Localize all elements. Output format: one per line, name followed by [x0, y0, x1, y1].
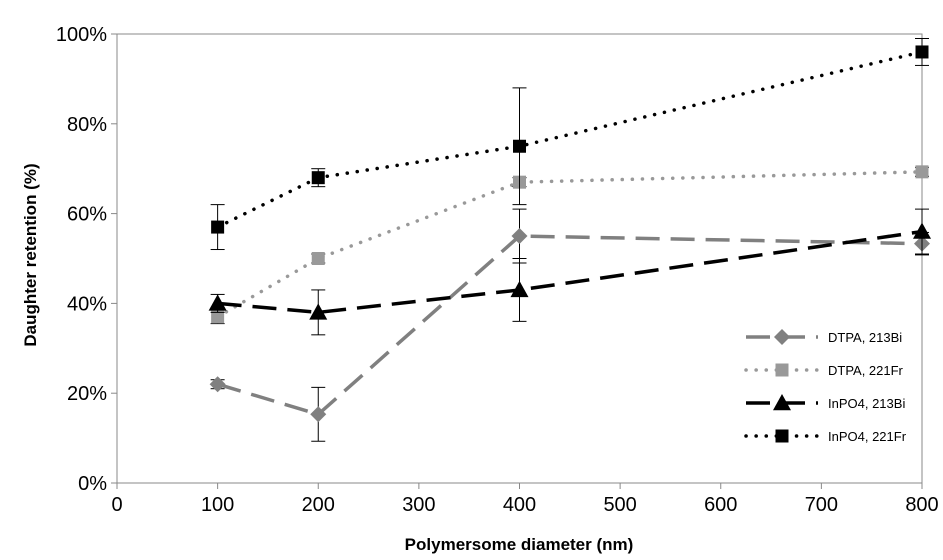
- legend-label: InPO4, 221Fr: [828, 429, 907, 444]
- series-line: [215, 50, 924, 229]
- data-point: [510, 280, 529, 298]
- series-dtpa-221fr: [210, 165, 929, 325]
- data-point: [310, 406, 327, 423]
- data-point: [311, 171, 325, 185]
- data-point: [209, 376, 226, 393]
- legend-item-inpo4-213bi: InPO4, 213Bi: [746, 394, 905, 411]
- y-tick-label: 40%: [67, 293, 107, 315]
- x-tick-label: 500: [603, 494, 636, 516]
- x-tick-label: 700: [805, 494, 838, 516]
- y-axis-title: Daughter retention (%): [21, 163, 40, 346]
- x-tick-label: 300: [402, 494, 435, 516]
- data-point: [511, 228, 528, 245]
- legend-label: DTPA, 221Fr: [828, 363, 904, 378]
- data-point: [208, 294, 227, 311]
- y-tick-label: 80%: [67, 114, 107, 136]
- x-tick-label: 400: [503, 494, 536, 516]
- series-layer: [208, 37, 931, 442]
- series-line: [217, 234, 923, 417]
- legend-marker: [774, 329, 790, 345]
- legend-label: DTPA, 213Bi: [828, 330, 902, 345]
- x-tick-label: 600: [704, 494, 737, 516]
- series-line: [215, 170, 924, 319]
- legend-item-inpo4-221fr: InPO4, 221Fr: [744, 429, 907, 444]
- series-inpo4-213bi: [208, 208, 931, 336]
- axes: 0 100 200 300 400 500 600 700 800 0% 20% 40% 60% 80% 1…: [56, 24, 939, 516]
- data-point: [211, 220, 225, 234]
- legend-item-dtpa-213bi: DTPA, 213Bi: [746, 329, 902, 345]
- series-dtpa-213bi: [209, 208, 930, 442]
- series-line: [217, 229, 923, 315]
- x-tick-label: 0: [111, 494, 122, 516]
- legend: DTPA, 213Bi DTPA, 221Fr InPO4, 213Bi InPO4,…: [744, 329, 907, 444]
- y-tick-label: 60%: [67, 204, 107, 226]
- x-tick-label: 200: [302, 494, 335, 516]
- data-point: [915, 45, 929, 59]
- data-point: [915, 165, 929, 179]
- y-tick-label: 100%: [56, 24, 107, 46]
- y-tick-label: 20%: [67, 383, 107, 405]
- data-point: [311, 252, 325, 265]
- data-point: [513, 139, 526, 153]
- y-tick-label: 0%: [78, 473, 107, 495]
- legend-marker: [775, 429, 789, 443]
- legend-marker: [773, 394, 791, 411]
- legend-label: InPO4, 213Bi: [828, 396, 905, 411]
- x-tick-label: 800: [905, 494, 938, 516]
- data-point: [309, 303, 328, 320]
- x-axis-title: Polymersome diameter (nm): [405, 535, 634, 554]
- x-tick-label: 100: [201, 494, 234, 516]
- series-inpo4-221fr: [210, 37, 929, 251]
- legend-item-dtpa-221fr: DTPA, 221Fr: [744, 363, 904, 378]
- data-point: [913, 222, 931, 239]
- data-point: [211, 310, 225, 324]
- legend-marker: [775, 363, 789, 377]
